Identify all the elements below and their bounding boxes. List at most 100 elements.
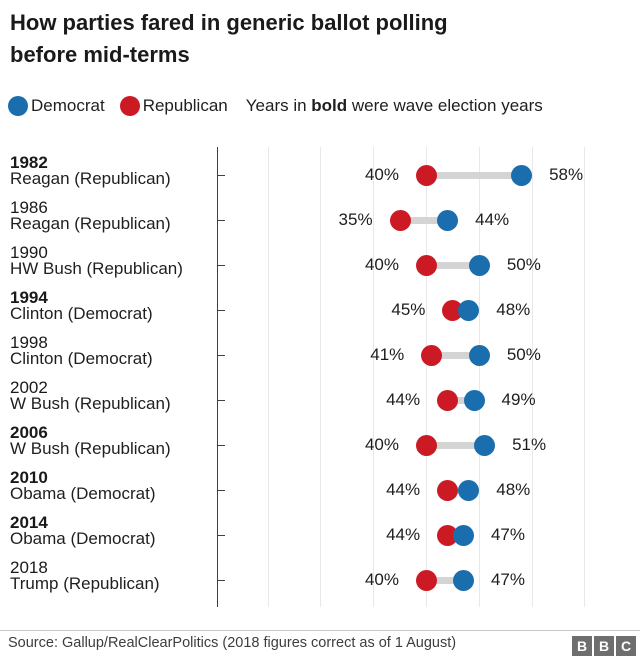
- row-label-2010: 2010 Obama (Democrat): [10, 468, 210, 503]
- democrat-dot-1990: [468, 254, 490, 276]
- wave-note-suffix: were wave election years: [347, 95, 543, 115]
- axis-tick-2006: [218, 444, 225, 446]
- row-label-1998: 1998 Clinton (Democrat): [10, 333, 210, 368]
- republican-value-label-2014: 44%: [386, 525, 421, 544]
- row-label-2006: 2006 W Bush (Republican): [10, 423, 210, 458]
- republican-dot-2018: [415, 569, 437, 591]
- chart-title: How parties fared in generic ballot poll…: [10, 7, 448, 71]
- republican-dot-1994: [442, 299, 464, 321]
- democrat-legend-dot-icon: [8, 95, 28, 116]
- democrat-value-label-1990: 50%: [506, 255, 541, 274]
- row-year-label: 2006: [10, 423, 48, 442]
- democrat-dot-2006: [474, 434, 496, 456]
- democrat-dot-2002: [463, 389, 485, 411]
- row-year-label: 1986: [10, 198, 48, 217]
- gridline-20%: [320, 147, 322, 607]
- row-president-label: W Bush (Republican): [10, 439, 171, 458]
- republican-value-label-2006: 40%: [364, 435, 399, 454]
- source-attribution: Source: Gallup/RealClearPolitics (2018 f…: [8, 635, 457, 651]
- republican-value-label-1994: 45%: [391, 300, 426, 319]
- republican-value-label-1982: 40%: [364, 165, 399, 184]
- axis-tick-1994: [218, 309, 225, 311]
- bbc-logo-block-b1: B: [572, 636, 592, 656]
- row-president-label: Clinton (Democrat): [10, 304, 153, 323]
- axis-tick-1986: [218, 219, 225, 221]
- democrat-value-label-2014: 47%: [490, 525, 525, 544]
- row-president-label: Trump (Republican): [10, 574, 160, 593]
- democrat-value-label-1998: 50%: [506, 345, 541, 364]
- wave-note-bold-word: bold: [311, 95, 348, 115]
- row-president-label: Obama (Democrat): [10, 484, 156, 503]
- row-label-1990: 1990 HW Bush (Republican): [10, 244, 210, 278]
- dumbbell-connector-1986: [400, 216, 448, 224]
- republican-dot-1990: [415, 254, 437, 276]
- axis-tick-1998: [218, 354, 225, 356]
- row-year-label: 1982: [10, 153, 48, 172]
- republican-dot-2014: [437, 524, 459, 546]
- dumbbell-connector-2002: [447, 396, 475, 404]
- democrat-dot-2018: [452, 569, 474, 591]
- row-year-label: 2010: [10, 468, 48, 487]
- democrat-dot-1986: [437, 209, 459, 231]
- legend: Democrat Republican Years in bold were w…: [8, 95, 543, 116]
- axis-tick-2014: [218, 534, 225, 536]
- dumbbell-connector-1998: [431, 351, 480, 359]
- dumbbell-connector-2018: [426, 576, 464, 584]
- axis-tick-1982: [218, 174, 225, 176]
- gridline-60%: [531, 147, 533, 607]
- row-year-label: 2018: [10, 558, 48, 577]
- row-label-2002: 2002 W Bush (Republican): [10, 379, 210, 413]
- democrat-dot-1994: [458, 299, 480, 321]
- axis-tick-1990: [218, 264, 225, 266]
- row-label-1982: 1982 Reagan (Republican): [10, 153, 210, 188]
- bbc-logo-block-c: C: [616, 636, 636, 656]
- row-label-1986: 1986 Reagan (Republican): [10, 198, 210, 233]
- gridline-10%: [267, 147, 269, 607]
- row-president-label: W Bush (Republican): [10, 394, 171, 413]
- republican-dot-1982: [415, 164, 437, 186]
- footer-divider: [0, 630, 640, 631]
- democrat-value-label-2002: 49%: [501, 390, 536, 409]
- republican-value-label-2010: 44%: [386, 480, 421, 499]
- democrat-dot-1998: [468, 344, 490, 366]
- democrat-value-label-2006: 51%: [512, 435, 547, 454]
- democrat-value-label-2018: 47%: [490, 570, 525, 589]
- bbc-logo-block-b2: B: [594, 636, 614, 656]
- axis-tick-2010: [218, 489, 225, 491]
- dumbbell-connector-2010: [447, 486, 469, 494]
- democrat-dot-1982: [511, 164, 533, 186]
- republican-value-label-2002: 44%: [386, 390, 421, 409]
- row-president-label: Obama (Democrat): [10, 529, 156, 548]
- democrat-value-label-1982: 58%: [549, 165, 584, 184]
- row-president-label: Reagan (Republican): [10, 214, 171, 233]
- democrat-value-label-1994: 48%: [496, 300, 531, 319]
- bbc-logo: B B C: [572, 636, 636, 656]
- row-president-label: Clinton (Democrat): [10, 349, 153, 368]
- y-axis-line: [217, 147, 218, 607]
- republican-value-label-2018: 40%: [364, 570, 399, 589]
- row-year-label: 1998: [10, 333, 48, 352]
- row-label-1994: 1994 Clinton (Democrat): [10, 288, 210, 323]
- democrat-dot-2010: [458, 479, 480, 501]
- republican-legend-dot-icon: [119, 95, 140, 116]
- republican-legend-label: Republican: [142, 95, 228, 115]
- republican-dot-2006: [415, 434, 437, 456]
- gridline-30%: [373, 147, 375, 607]
- republican-dot-1986: [389, 209, 411, 231]
- row-year-label: 1994: [10, 288, 48, 307]
- dumbbell-connector-1990: [426, 261, 480, 269]
- gridline-50%: [478, 147, 480, 607]
- row-year-label: 2014: [10, 513, 48, 532]
- wave-years-note: Years in bold were wave election years: [246, 96, 543, 116]
- democrat-dot-2014: [452, 524, 474, 546]
- axis-tick-2002: [218, 399, 225, 401]
- dumbbell-connector-2006: [426, 441, 485, 449]
- democrat-legend-label: Democrat: [31, 95, 105, 115]
- row-president-label: HW Bush (Republican): [10, 259, 183, 278]
- row-president-label: Reagan (Republican): [10, 169, 171, 188]
- republican-value-label-1986: 35%: [338, 210, 373, 229]
- row-label-2018: 2018 Trump (Republican): [10, 558, 210, 593]
- republican-dot-1998: [421, 344, 443, 366]
